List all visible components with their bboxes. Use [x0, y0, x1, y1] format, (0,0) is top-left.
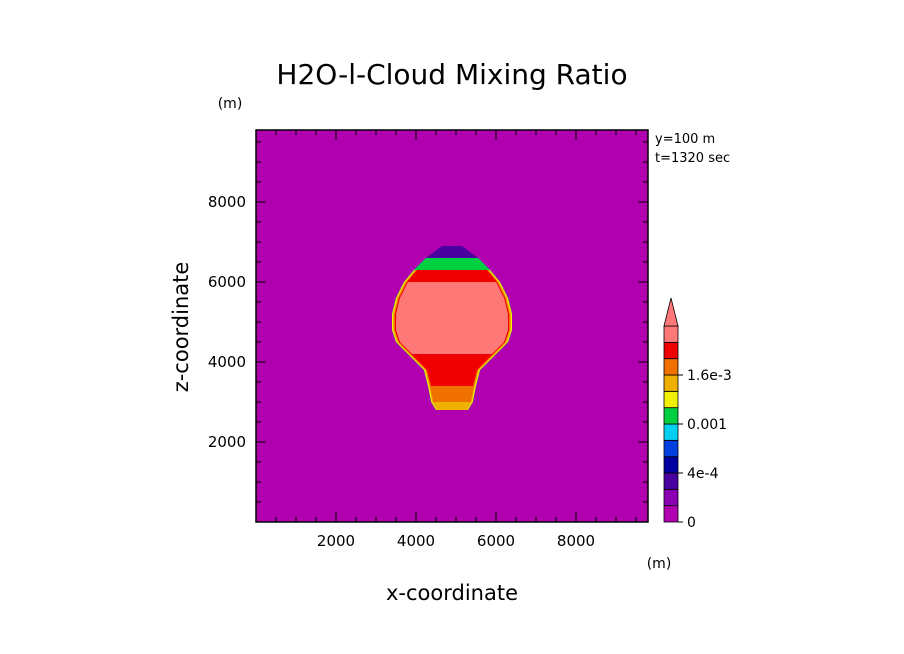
colorbar-segment	[663, 390, 679, 409]
y-axis-label: z-coordinate	[169, 262, 193, 393]
colorbar-tick-label: 0.001	[687, 417, 727, 433]
colorbar: 0 4e-4 0.001 1.6e-3	[663, 297, 732, 531]
colorbar-tick-label: 1.6e-3	[687, 368, 732, 384]
colorbar-segment	[663, 374, 679, 392]
x-tick-label: 4000	[397, 532, 435, 550]
x-axis-unit: (m)	[647, 556, 672, 572]
colorbar-segment	[663, 341, 679, 360]
info-line-y: y=100 m	[655, 132, 715, 147]
x-tick-label: 2000	[317, 532, 355, 550]
plot-axes: 2000 4000 6000 8000 2000 4000 6000 8000	[208, 129, 649, 550]
contour-level-11	[396, 282, 508, 354]
colorbar-segment	[663, 439, 679, 458]
x-tick-label: 8000	[557, 532, 595, 550]
colorbar-segment	[663, 358, 679, 376]
colorbar-tick-label: 0	[687, 515, 696, 531]
y-tick-label: 8000	[208, 193, 246, 211]
colorbar-segment	[663, 423, 679, 441]
x-tick-label: 6000	[477, 532, 515, 550]
y-tick-label: 4000	[208, 353, 246, 371]
contour-field	[256, 130, 648, 522]
y-tick-label: 2000	[208, 433, 246, 451]
colorbar-segment	[663, 407, 679, 425]
colorbar-segment	[663, 472, 679, 490]
colorbar-extend-arrow	[663, 297, 679, 327]
plot-frame	[255, 129, 649, 523]
colorbar-tick-label: 4e-4	[687, 466, 719, 482]
colorbar-segment	[663, 325, 679, 343]
info-line-t: t=1320 sec	[655, 151, 730, 166]
x-axis-label: x-coordinate	[386, 581, 518, 605]
y-axis-unit: (m)	[218, 96, 243, 112]
colorbar-segment	[663, 488, 679, 507]
y-tick-label: 6000	[208, 273, 246, 291]
colorbar-segment	[663, 505, 679, 523]
colorbar-segment	[663, 456, 679, 474]
chart-title: H2O-l-Cloud Mixing Ratio	[276, 58, 627, 91]
